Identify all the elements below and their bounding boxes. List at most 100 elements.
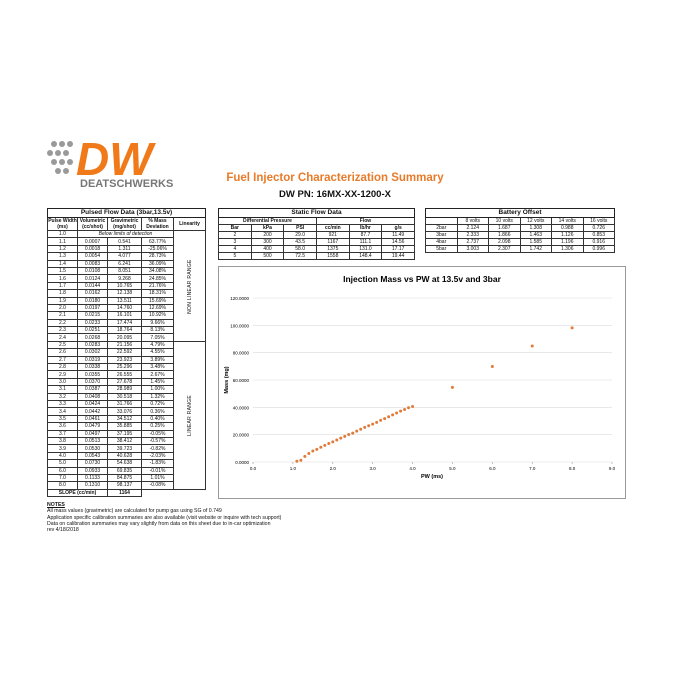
table-cell: 1.2 (47, 244, 78, 254)
table-cell: 1375 (315, 245, 350, 253)
table-cell: -0.08% (141, 481, 174, 490)
table-cell: 36.09% (141, 259, 174, 268)
table-cell: 1.0 (47, 229, 78, 239)
column-header: 16 volts (582, 217, 615, 225)
data-row: 1.2 0.0018 1.311 -25.06% (47, 244, 206, 254)
logo-mark: DW (76, 135, 156, 185)
data-point (383, 417, 387, 421)
table-cell: 11.49 (381, 231, 415, 239)
y-tick-label: 120.0000 (230, 296, 249, 301)
page-title: Fuel Injector Characterization Summary (226, 172, 444, 184)
table-cell: 21.76% (141, 281, 174, 291)
table-cell: -1.83% (141, 459, 174, 468)
logo-dots (47, 141, 73, 174)
table-cell: 2.2 (47, 318, 78, 328)
table-cell: 0.0370 (77, 377, 108, 387)
table-cell: 3.6 (47, 422, 78, 431)
table-cell: 34.08% (141, 266, 174, 276)
table-cell: 0.36% (141, 407, 174, 416)
table-cell: 3.8 (47, 436, 78, 446)
y-tick-label: 60.0000 (233, 378, 250, 383)
table-cell: 31.766 (107, 399, 142, 409)
notes-title: NOTES (47, 502, 65, 508)
column-header: PSI (283, 224, 317, 232)
table-cell: 1.5 (47, 266, 78, 276)
table-cell: 58.0 (283, 245, 317, 253)
header-line: Volumetric (79, 218, 106, 225)
table-cell: 3.3 (47, 399, 78, 409)
data-point (530, 344, 534, 348)
table-cell: 10.92% (141, 311, 174, 320)
static-flow-table: Static Flow Data Differential Pressure Flo… (218, 208, 416, 260)
group-header: Differential Pressure (218, 217, 317, 225)
header-line: Linearity (179, 221, 200, 227)
note-line: rev 4/18/2018 (47, 527, 79, 534)
data-row: 2.5 0.0283 21.156 4.79% LINEAR RANGE (47, 340, 206, 490)
table-cell: 0.0054 (77, 252, 108, 261)
y-tick-label: 100.0000 (230, 323, 249, 328)
table-cell: 28.989 (107, 385, 142, 394)
table-cell: 200 (250, 231, 285, 239)
data-point (403, 408, 407, 412)
table-cell: -0.05% (141, 429, 174, 438)
data-point (367, 424, 371, 428)
table-cell: 2.307 (488, 245, 521, 253)
title-row: Static Flow Data (218, 208, 415, 218)
table-cell: 6.241 (107, 259, 142, 268)
table-cell: 2.3 (47, 326, 78, 335)
column-header: 14 volts (551, 217, 584, 225)
header-row: Pulse Width (ms) Volumetric (cc/shot) Gravim… (47, 217, 207, 231)
table-cell: 1.463 (519, 231, 552, 239)
data-point (311, 449, 315, 453)
table-cell: 300 (250, 238, 285, 246)
table-cell: -0.82% (141, 444, 174, 453)
column-header: lb/hr (348, 224, 383, 232)
table-cell: 4.55% (141, 348, 174, 357)
table-cell: 1.308 (519, 224, 552, 232)
data-row: 2.1 0.0215 16.101 10.92% (47, 311, 206, 320)
table-cell: 72.5 (283, 252, 317, 260)
table-cell: 1.866 (488, 231, 521, 239)
table-cell: 0.0479 (77, 422, 108, 431)
table-cell: 0.0319 (77, 355, 108, 365)
table-cell: 2bar (425, 224, 458, 232)
column-header: Pulse Width (ms) (47, 217, 78, 231)
table-cell: 25.296 (107, 363, 142, 372)
table-cell: 3.7 (47, 429, 78, 438)
data-point (319, 445, 323, 449)
table-cell: 0.0233 (77, 318, 108, 328)
empty-cell (425, 217, 458, 225)
table-cell: 7.0 (47, 473, 78, 483)
table-cell: 0.0497 (77, 429, 108, 438)
table-cell: 18.764 (107, 326, 142, 335)
table-cell: 0.0108 (77, 266, 108, 276)
data-point (490, 365, 494, 369)
header-line: Pulse Width (48, 218, 77, 225)
data-point (303, 454, 307, 458)
data-point (363, 425, 367, 429)
table-cell: 10.765 (107, 281, 142, 291)
table-title: Static Flow Data (218, 208, 415, 218)
data-point (299, 458, 303, 462)
table-cell: 0.853 (582, 231, 615, 239)
table-cell: 0.25% (141, 422, 174, 431)
table-cell: 0.0197 (77, 303, 108, 313)
data-point (295, 459, 299, 463)
table-cell: 1.7 (47, 281, 78, 291)
data-point (355, 429, 359, 433)
table-cell: 30.518 (107, 392, 142, 402)
data-point (331, 440, 335, 444)
table-cell: 3.48% (141, 363, 174, 372)
column-header: Linearity (172, 217, 207, 231)
data-point (387, 415, 391, 419)
table-cell: 3bar (425, 231, 458, 239)
chart-title: Injection Mass vs PW at 13.5v and 3bar (343, 274, 501, 284)
header-line: % Mass (148, 218, 167, 225)
table-cell: 14.56 (381, 238, 415, 246)
table-cell: 2.5 (47, 340, 78, 350)
notes: NOTES All mass values (gravimetric) are … (47, 502, 447, 533)
data-point (371, 422, 375, 426)
data-row: 4 400 58.0 1375 131.0 17.17 (218, 245, 415, 253)
table-cell: 4bar (425, 238, 458, 246)
table-cell: 0.726 (582, 224, 615, 232)
